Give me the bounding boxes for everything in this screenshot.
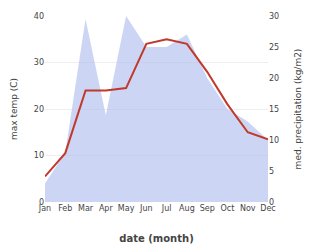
svg-text:40: 40 xyxy=(34,12,44,21)
svg-text:max temp (C): max temp (C) xyxy=(9,78,19,140)
svg-text:Jul: Jul xyxy=(161,204,172,213)
svg-text:Oct: Oct xyxy=(221,204,235,213)
svg-text:Jan: Jan xyxy=(38,204,51,213)
svg-text:May: May xyxy=(118,204,135,213)
svg-text:0: 0 xyxy=(39,198,44,207)
svg-text:20: 20 xyxy=(269,74,279,83)
svg-text:Dec: Dec xyxy=(260,204,275,213)
svg-text:date (month): date (month) xyxy=(119,233,193,244)
svg-text:10: 10 xyxy=(34,151,44,160)
svg-text:Jun: Jun xyxy=(139,204,153,213)
svg-text:5: 5 xyxy=(269,167,274,176)
svg-text:15: 15 xyxy=(269,105,279,114)
svg-text:30: 30 xyxy=(269,12,279,21)
svg-text:10: 10 xyxy=(269,136,279,145)
svg-text:Nov: Nov xyxy=(240,204,256,213)
svg-text:25: 25 xyxy=(269,43,279,52)
svg-text:20: 20 xyxy=(34,105,44,114)
svg-text:Aug: Aug xyxy=(179,204,195,213)
svg-text:med. precipitation (kg/m2): med. precipitation (kg/m2) xyxy=(293,49,303,170)
svg-text:Sep: Sep xyxy=(200,204,215,213)
svg-text:Mar: Mar xyxy=(78,204,94,213)
svg-text:30: 30 xyxy=(34,58,44,67)
svg-text:Feb: Feb xyxy=(58,204,72,213)
svg-text:0: 0 xyxy=(269,198,274,207)
svg-text:Apr: Apr xyxy=(99,204,114,213)
